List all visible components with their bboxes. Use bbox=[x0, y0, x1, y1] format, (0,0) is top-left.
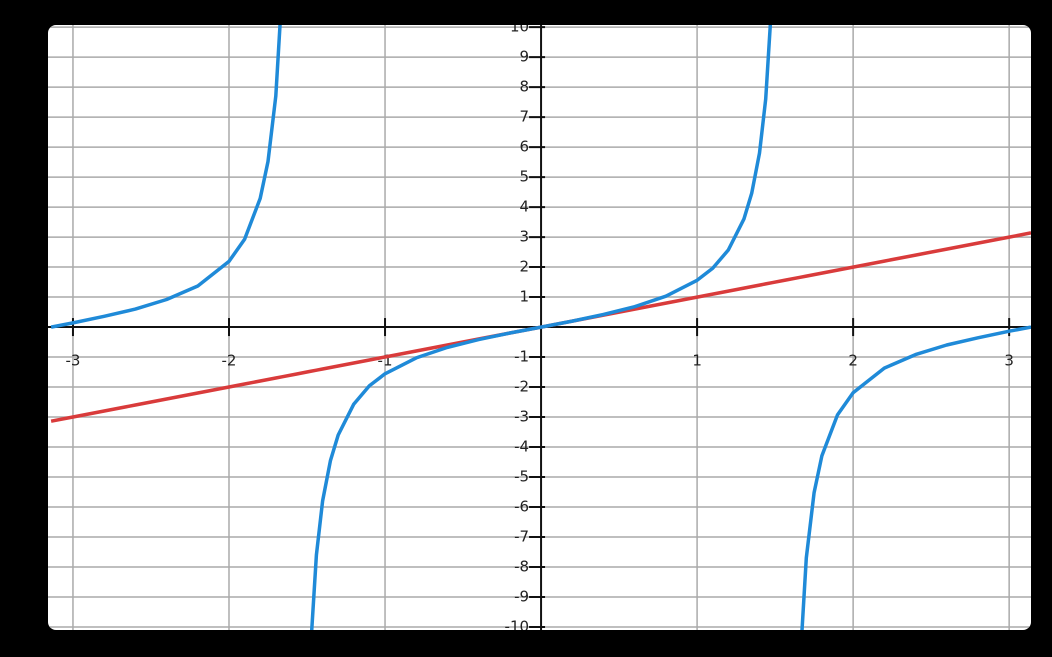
y-tick-label: -7 bbox=[514, 528, 529, 546]
y-tick-label: 7 bbox=[520, 108, 530, 126]
x-tick-label: 2 bbox=[848, 352, 858, 370]
y-tick-label: -2 bbox=[514, 378, 529, 396]
y-tick-label: 9 bbox=[520, 48, 530, 66]
series-line bbox=[50, 25, 1031, 630]
y-tick-label: -1 bbox=[514, 348, 529, 366]
y-tick-label: 5 bbox=[520, 168, 530, 186]
y-tick-label: 8 bbox=[520, 78, 530, 96]
y-tick-label: -8 bbox=[514, 558, 529, 576]
y-tick-label: -4 bbox=[514, 438, 529, 456]
x-tick-label: 1 bbox=[692, 352, 702, 370]
y-tick-label: -3 bbox=[514, 408, 529, 426]
x-tick-label: -2 bbox=[222, 352, 237, 370]
y-tick-label: 6 bbox=[520, 138, 530, 156]
y-tick-label: 10 bbox=[510, 18, 529, 36]
y-tick-label: 2 bbox=[520, 258, 530, 276]
y-tick-label: 3 bbox=[520, 228, 530, 246]
x-tick-label: -3 bbox=[65, 352, 80, 370]
y-tick-label: -9 bbox=[514, 588, 529, 606]
y-tick-label: -5 bbox=[514, 468, 529, 486]
y-tick-label: 4 bbox=[520, 198, 530, 216]
y-tick-label: -10 bbox=[505, 618, 530, 636]
y-tick-label: -6 bbox=[514, 498, 529, 516]
y-tick-label: 1 bbox=[520, 288, 530, 306]
x-tick-label: 3 bbox=[1004, 352, 1014, 370]
